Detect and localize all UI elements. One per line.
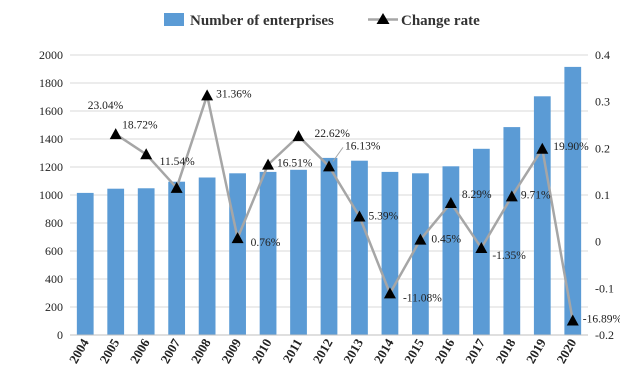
x-tick-label: 2011 bbox=[279, 336, 305, 365]
left-y-tick-label: 200 bbox=[45, 300, 63, 314]
change-rate-data-label: 16.51% bbox=[277, 158, 313, 170]
left-y-tick-label: 1000 bbox=[39, 188, 63, 202]
right-y-tick-label: -0.1 bbox=[595, 281, 614, 295]
right-y-tick-label: -0.2 bbox=[595, 328, 614, 342]
legend-triangle-marker-icon bbox=[376, 13, 390, 24]
left-y-tick-label: 1200 bbox=[39, 160, 63, 174]
triangle-marker bbox=[444, 196, 457, 208]
x-tick-label: 2008 bbox=[188, 336, 214, 366]
triangle-marker bbox=[231, 232, 244, 244]
bar bbox=[472, 148, 490, 335]
change-rate-data-label: 18.72% bbox=[122, 119, 158, 131]
change-rate-data-label: 8.29% bbox=[462, 189, 492, 201]
bar bbox=[290, 169, 307, 335]
change-rate-data-label: -11.08% bbox=[403, 292, 442, 304]
change-rate-data-label: 19.90% bbox=[553, 141, 589, 153]
x-tick-label: 2009 bbox=[218, 336, 244, 366]
x-tick-label: 2010 bbox=[249, 336, 275, 366]
change-rate-data-label: 11.54% bbox=[160, 156, 195, 168]
x-tick-label: 2013 bbox=[340, 336, 366, 366]
bar bbox=[229, 173, 246, 335]
right-y-tick-label: 0.4 bbox=[595, 48, 610, 62]
x-tick-label: 2018 bbox=[492, 336, 518, 366]
change-rate-data-label: 0.76% bbox=[251, 237, 281, 249]
left-y-tick-label: 400 bbox=[45, 272, 63, 286]
left-y-tick-label: 0 bbox=[57, 328, 63, 342]
bar-series bbox=[76, 66, 582, 336]
change-rate-data-label: -16.89% bbox=[583, 313, 620, 325]
bar bbox=[320, 157, 338, 335]
bar bbox=[442, 166, 460, 335]
right-y-tick-label: 0.1 bbox=[595, 188, 610, 202]
triangle-marker bbox=[170, 181, 183, 193]
x-tick-label: 2020 bbox=[553, 336, 579, 366]
data-labels: 23.04% 18.72% 11.54% 31.36% 0.76% 16.51% 22.62… bbox=[88, 88, 620, 325]
triangle-marker bbox=[383, 287, 396, 299]
triangle-marker bbox=[536, 142, 549, 154]
left-y-tick-label: 1600 bbox=[39, 104, 63, 118]
change-rate-data-label: 23.04% bbox=[88, 100, 124, 112]
label-leader-line bbox=[332, 147, 344, 162]
legend-label-change-rate: Change rate bbox=[401, 13, 480, 29]
x-tick-label: 2004 bbox=[66, 336, 92, 366]
triangle-marker bbox=[140, 148, 153, 160]
change-rate-data-label: -1.35% bbox=[492, 250, 526, 262]
x-axis: 2004 2005 2006 2007 2008 2009 2010 2011 2012 2013… bbox=[66, 334, 588, 366]
change-rate-line bbox=[115, 94, 574, 321]
x-tick-label: 2014 bbox=[371, 336, 397, 366]
triangle-marker bbox=[505, 190, 518, 202]
triangle-marker bbox=[262, 158, 275, 170]
bar bbox=[168, 181, 186, 335]
triangle-marker bbox=[292, 130, 305, 142]
left-y-tick-label: 1800 bbox=[39, 76, 63, 90]
left-y-tick-label: 600 bbox=[45, 244, 63, 258]
triangle-marker bbox=[353, 210, 366, 222]
line-series bbox=[109, 89, 579, 326]
right-y-tick-label: 0.2 bbox=[595, 141, 610, 155]
bar bbox=[533, 96, 551, 335]
change-rate-data-label: 0.45% bbox=[431, 234, 461, 246]
change-rate-data-label: 22.62% bbox=[315, 128, 351, 140]
legend-label-enterprises: Number of enterprises bbox=[190, 13, 334, 29]
right-y-axis: -0.2 -0.1 0 0.1 0.2 0.3 0.4 bbox=[595, 48, 614, 342]
triangle-marker bbox=[201, 89, 214, 101]
left-y-tick-label: 2000 bbox=[39, 48, 63, 62]
bar bbox=[564, 66, 582, 336]
left-y-axis: 0 200 400 600 800 1000 1200 1400 1600 1800 2000 bbox=[39, 48, 63, 342]
bar bbox=[137, 188, 155, 335]
triangle-marker bbox=[109, 128, 122, 140]
legend-bar-swatch bbox=[164, 13, 184, 26]
legend: Number of enterprises Change rate bbox=[164, 13, 480, 29]
bar bbox=[198, 177, 216, 335]
bar bbox=[259, 171, 277, 335]
x-tick-label: 2019 bbox=[523, 336, 549, 366]
triangle-marker bbox=[566, 314, 579, 326]
x-tick-label: 2006 bbox=[127, 336, 153, 366]
x-tick-label: 2015 bbox=[401, 336, 427, 366]
bar bbox=[76, 192, 94, 335]
bar bbox=[503, 127, 521, 335]
bar bbox=[351, 160, 368, 335]
x-tick-label: 2012 bbox=[310, 336, 336, 366]
right-y-tick-label: 0.3 bbox=[595, 95, 610, 109]
triangle-marker bbox=[475, 241, 488, 253]
change-rate-data-label: 31.36% bbox=[216, 88, 252, 100]
bar bbox=[381, 171, 399, 335]
change-rate-data-label: 16.13% bbox=[345, 140, 381, 152]
left-y-tick-label: 1400 bbox=[39, 132, 63, 146]
bar bbox=[412, 173, 429, 335]
change-rate-data-label: 5.39% bbox=[368, 211, 398, 223]
x-tick-label: 2007 bbox=[157, 336, 183, 366]
x-tick-label: 2005 bbox=[96, 336, 122, 366]
x-tick-label: 2016 bbox=[431, 336, 457, 366]
triangle-marker bbox=[323, 160, 335, 172]
triangle-marker bbox=[414, 233, 427, 245]
bar bbox=[107, 188, 125, 335]
x-tick-label: 2017 bbox=[462, 336, 488, 366]
right-y-tick-label: 0 bbox=[595, 235, 601, 249]
change-rate-data-label: 9.71% bbox=[521, 189, 551, 201]
left-y-tick-label: 800 bbox=[45, 216, 63, 230]
